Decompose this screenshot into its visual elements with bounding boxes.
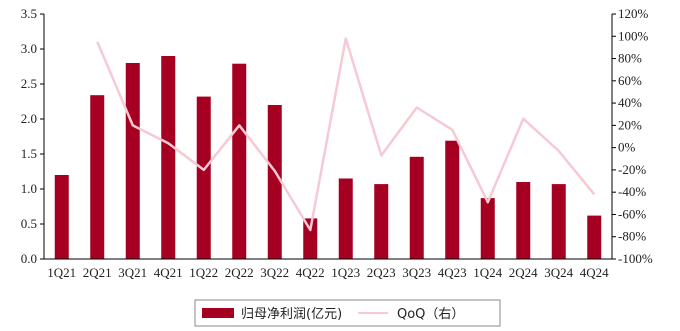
x-tick-label: 4Q22 bbox=[296, 265, 325, 280]
bar bbox=[374, 184, 389, 259]
bar-series bbox=[54, 56, 602, 260]
bar bbox=[480, 198, 495, 259]
x-tick-label: 3Q24 bbox=[544, 265, 573, 280]
x-tick-label: 1Q21 bbox=[47, 265, 76, 280]
x-tick-label: 1Q23 bbox=[331, 265, 360, 280]
left-tick-label: 1.5 bbox=[21, 146, 37, 161]
left-tick-label: 2.0 bbox=[21, 111, 37, 126]
left-y-axis: 0.0 0.5 1.0 1.5 2.0 2.5 3.0 3.5 bbox=[21, 6, 45, 266]
x-tick-label: 1Q22 bbox=[189, 265, 218, 280]
left-tick-label: 3.0 bbox=[21, 41, 37, 56]
right-tick-label: 100% bbox=[618, 28, 649, 43]
bar bbox=[267, 105, 282, 259]
legend-line-label: QoQ（右） bbox=[397, 307, 464, 322]
bar bbox=[54, 175, 69, 259]
bar bbox=[90, 95, 105, 259]
bar bbox=[161, 56, 176, 259]
x-tick-label: 4Q23 bbox=[438, 265, 467, 280]
bar bbox=[409, 156, 424, 259]
right-tick-label: -60% bbox=[618, 206, 646, 221]
qoq-line-series bbox=[96, 37, 596, 232]
x-tick-label: 4Q21 bbox=[154, 265, 183, 280]
bar bbox=[196, 96, 211, 259]
bar bbox=[587, 215, 602, 259]
legend-bar-swatch bbox=[202, 308, 234, 318]
left-tick-label: 3.5 bbox=[21, 6, 37, 21]
legend-bar-label: 归母净利润(亿元) bbox=[241, 307, 342, 322]
legend: 归母净利润(亿元) QoQ（右） bbox=[194, 299, 501, 327]
legend-box bbox=[194, 299, 501, 327]
x-tick-label: 2Q22 bbox=[225, 265, 254, 280]
x-tick-label: 3Q23 bbox=[402, 265, 431, 280]
x-tick-label: 3Q22 bbox=[260, 265, 289, 280]
right-tick-label: -20% bbox=[618, 162, 646, 177]
bar bbox=[338, 178, 353, 259]
right-tick-label: 40% bbox=[618, 95, 642, 110]
bar bbox=[516, 182, 531, 259]
x-tick-label: 2Q23 bbox=[367, 265, 396, 280]
right-tick-label: -80% bbox=[618, 229, 646, 244]
left-tick-label: 1.0 bbox=[21, 181, 37, 196]
left-tick-label: 0.5 bbox=[21, 216, 37, 231]
bar bbox=[232, 63, 247, 260]
x-axis: 1Q21 2Q21 3Q21 4Q21 1Q22 2Q22 3Q22 4Q22 1Q23 2Q23… bbox=[44, 258, 612, 280]
bar bbox=[125, 63, 140, 259]
x-tick-label: 2Q21 bbox=[83, 265, 112, 280]
bar bbox=[445, 140, 460, 259]
x-tick-label: 4Q24 bbox=[580, 265, 609, 280]
right-tick-label: 60% bbox=[618, 73, 642, 88]
bar bbox=[303, 218, 318, 259]
right-tick-label: -100% bbox=[618, 251, 653, 266]
left-tick-label: 0.0 bbox=[21, 251, 37, 266]
x-tick-label: 1Q24 bbox=[473, 265, 502, 280]
x-tick-label: 3Q21 bbox=[118, 265, 147, 280]
bar bbox=[551, 184, 566, 259]
right-tick-label: 120% bbox=[618, 6, 649, 21]
qoq-line bbox=[96, 37, 596, 232]
right-tick-label: 20% bbox=[618, 117, 642, 132]
right-tick-label: 0% bbox=[618, 140, 636, 155]
right-y-axis: -100% -80% -60% -40% -20% 0% 20% 40% 60% 80% 100% 1… bbox=[611, 6, 653, 266]
right-tick-label: -40% bbox=[618, 184, 646, 199]
right-tick-label: 80% bbox=[618, 51, 642, 66]
x-tick-label: 2Q24 bbox=[509, 265, 538, 280]
left-tick-label: 2.5 bbox=[21, 76, 37, 91]
